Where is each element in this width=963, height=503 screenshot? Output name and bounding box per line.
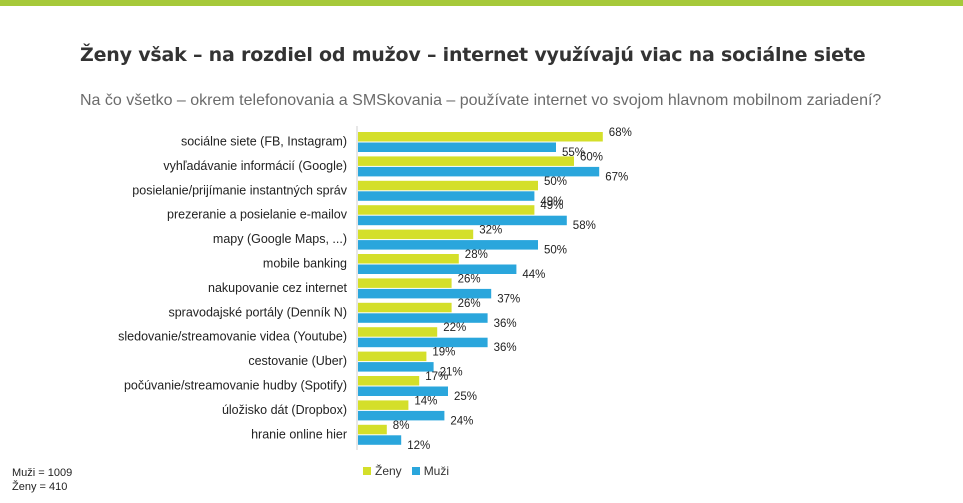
- sample-size-notes: Muži = 1009 Ženy = 410: [12, 466, 72, 494]
- category-label: mapy (Google Maps, ...): [213, 232, 347, 246]
- legend-label-muzi: Muži: [423, 464, 450, 478]
- bar-zeny: [358, 376, 420, 386]
- value-label-muzi: 37%: [497, 293, 520, 305]
- category-label: sociálne siete (FB, Instagram): [181, 135, 347, 149]
- value-label-zeny: 26%: [458, 273, 481, 285]
- category-label: hranie online hier: [251, 427, 347, 441]
- category-label: prezeranie a posielanie e-mailov: [167, 208, 348, 222]
- category-label: nakupovanie cez internet: [208, 281, 348, 295]
- bar-zeny: [358, 205, 535, 215]
- category-label: úložisko dát (Dropbox): [222, 403, 347, 417]
- bar-zeny: [358, 180, 538, 191]
- value-label-zeny: 28%: [465, 249, 488, 261]
- sample-size-zeny: Ženy = 410: [12, 481, 68, 493]
- value-label-zeny: 68%: [609, 127, 632, 139]
- bar-muzi: [358, 435, 402, 445]
- value-label-zeny: 8%: [393, 420, 410, 432]
- bar-muzi: [358, 166, 600, 177]
- value-label-zeny: 50%: [544, 176, 567, 188]
- bar-muzi: [358, 264, 517, 274]
- legend-item-muzi: Muži: [411, 464, 450, 478]
- legend-label-zeny: Ženy: [375, 464, 402, 478]
- bar-zeny: [358, 278, 452, 288]
- chart-legend: Ženy Muži: [363, 464, 449, 478]
- bar-muzi: [358, 240, 538, 250]
- bar-muzi: [358, 191, 535, 201]
- value-label-muzi: 21%: [440, 367, 463, 379]
- value-label-muzi: 44%: [522, 269, 545, 281]
- value-label-muzi: 67%: [605, 171, 628, 183]
- bar-zeny: [358, 400, 409, 410]
- value-label-muzi: 12%: [407, 440, 430, 452]
- bar-muzi: [358, 142, 556, 152]
- value-label-zeny: 60%: [580, 151, 603, 163]
- category-label: sledovanie/streamovanie videa (Youtube): [118, 330, 347, 344]
- bar-muzi: [358, 288, 492, 299]
- page-subtitle: Na čo všetko – okrem telefonovania a SMS…: [80, 92, 882, 109]
- category-label: cestovanie (Uber): [248, 354, 347, 368]
- bar-zeny: [358, 302, 452, 313]
- bar-muzi: [358, 313, 488, 323]
- value-label-muzi: 24%: [450, 415, 473, 427]
- legend-swatch-zeny: [363, 467, 371, 475]
- value-label-muzi: 49%: [540, 196, 563, 208]
- category-label: spravodajské portály (Denník N): [168, 305, 347, 319]
- legend-item-zeny: Ženy: [363, 464, 402, 478]
- bar-zeny: [358, 254, 459, 264]
- category-label: vyhľadávanie informácií (Google): [163, 159, 347, 173]
- bar-zeny: [358, 327, 438, 337]
- category-label: počúvanie/streamovanie hudby (Spotify): [124, 379, 347, 393]
- value-label-muzi: 36%: [494, 342, 517, 354]
- bar-muzi: [358, 362, 434, 372]
- value-label-zeny: 32%: [479, 225, 502, 237]
- value-label-muzi: 55%: [562, 147, 585, 159]
- value-label-zeny: 22%: [443, 322, 466, 334]
- bar-muzi: [358, 215, 567, 226]
- bar-muzi: [358, 337, 488, 348]
- value-label-muzi: 58%: [573, 220, 596, 232]
- top-accent-bar: [0, 0, 963, 6]
- bar-muzi: [358, 386, 448, 396]
- bar-muzi: [358, 410, 445, 421]
- value-label-zeny: 14%: [414, 395, 437, 407]
- value-label-zeny: 49%: [540, 200, 563, 212]
- page-title: Ženy však – na rozdiel od mužov – intern…: [80, 44, 866, 66]
- value-label-muzi: 25%: [454, 391, 477, 403]
- category-label: posielanie/prijímanie instantných správ: [132, 183, 347, 197]
- value-label-zeny: 26%: [458, 298, 481, 310]
- category-label: mobile banking: [263, 257, 347, 271]
- bar-zeny: [358, 351, 427, 362]
- value-label-zeny: 17%: [425, 371, 448, 383]
- bar-zeny: [358, 156, 574, 166]
- legend-swatch-muzi: [411, 467, 420, 475]
- bar-zeny: [358, 424, 387, 435]
- value-label-zeny: 19%: [432, 347, 455, 359]
- value-label-muzi: 50%: [544, 245, 567, 257]
- value-label-muzi: 36%: [494, 318, 517, 330]
- sample-size-muzi: Muži = 1009: [12, 467, 73, 479]
- bar-zeny: [358, 229, 474, 240]
- bar-zeny: [358, 132, 603, 142]
